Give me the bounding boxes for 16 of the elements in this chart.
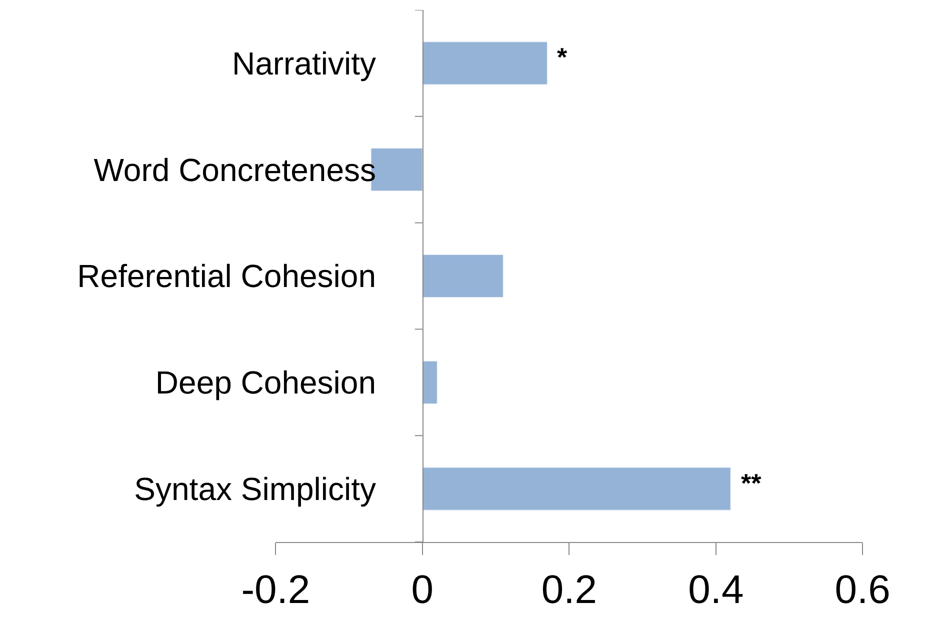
annotation: * <box>557 42 568 72</box>
x-tick-label: 0 <box>411 568 434 612</box>
x-tick-label: 0.2 <box>541 568 597 612</box>
y-tick-label: Referential Cohesion <box>77 258 376 294</box>
bar <box>422 254 504 298</box>
annotation: ** <box>741 468 762 498</box>
x-tick-label: 0.4 <box>688 568 744 612</box>
bar <box>422 42 548 85</box>
bar <box>422 360 438 404</box>
bar <box>422 467 731 510</box>
y-tick-label: Narrativity <box>232 45 376 82</box>
x-tick-label: -0.2 <box>241 568 310 612</box>
x-tick-label: 0.6 <box>834 568 890 612</box>
y-tick-label: Word Concreteness <box>94 152 376 188</box>
y-tick-label: Syntax Simplicity <box>134 471 376 507</box>
y-tick-label: Deep Cohesion <box>155 364 376 401</box>
